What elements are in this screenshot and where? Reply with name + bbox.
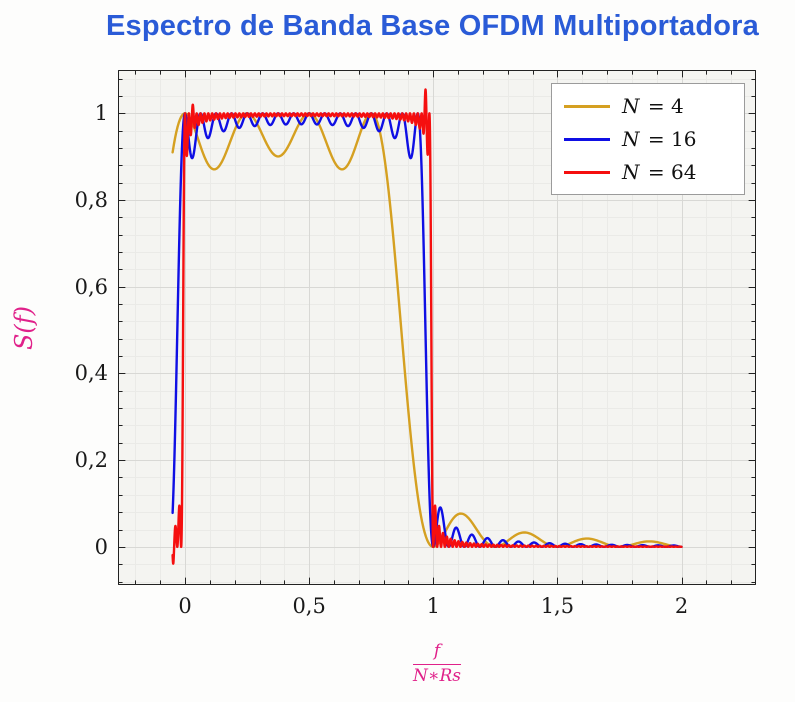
legend-label: N = 64 <box>622 160 697 184</box>
legend: N = 4 N = 16 N = 64 <box>551 83 745 195</box>
legend-entry: N = 4 <box>564 93 730 119</box>
y-axis-label: S(f) <box>10 305 38 351</box>
x-axis-label-fraction: f N∗Rs <box>413 641 461 686</box>
x-tick-label: 1,5 <box>540 594 575 618</box>
y-tick-label: 0,4 <box>74 361 108 386</box>
y-tick-label: 0,2 <box>74 448 108 473</box>
x-tick-label: 0 <box>178 594 192 618</box>
x-axis-label-denominator: N∗Rs <box>413 665 461 686</box>
plot-area: N = 4 N = 16 N = 64 0 0,5 1 1,5 2 0 0,2 0,4 0,6 0,8… <box>75 70 756 618</box>
legend-label: N = 4 <box>622 94 684 118</box>
legend-line-swatch <box>564 104 610 108</box>
legend-entry: N = 64 <box>564 159 730 185</box>
y-tick-label: 1 <box>94 101 108 126</box>
y-tick-label: 0,8 <box>74 188 108 213</box>
chart-title: Espectro de Banda Base OFDM Multiportado… <box>106 10 759 42</box>
legend-line-swatch <box>564 137 610 141</box>
x-tick-label: 2 <box>674 594 689 618</box>
x-axis-label: f N∗Rs <box>413 641 461 686</box>
x-tick-label: 1 <box>426 594 440 618</box>
legend-entry: N = 16 <box>564 126 730 152</box>
x-axis-label-numerator: f <box>413 641 461 665</box>
legend-label: N = 16 <box>622 127 697 151</box>
y-tick-label: 0,6 <box>74 274 108 299</box>
legend-line-swatch <box>564 170 610 174</box>
x-tick-label: 0,5 <box>292 594 326 618</box>
y-tick-label: 0 <box>94 534 108 559</box>
